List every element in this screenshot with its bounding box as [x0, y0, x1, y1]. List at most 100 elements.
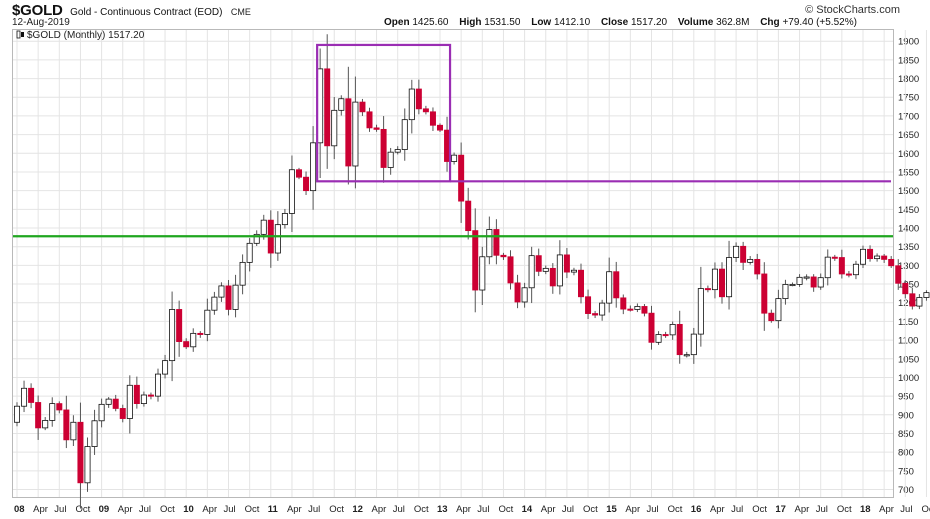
candle: [288, 169, 295, 214]
candle: [451, 154, 458, 162]
x-month-label: Apr: [287, 504, 302, 515]
x-year-label: 09: [99, 504, 110, 515]
legend-text: $GOLD (Monthly) 1517.20: [27, 30, 145, 41]
x-month-label: Apr: [795, 504, 810, 515]
x-month-label: Oct: [921, 504, 930, 515]
y-tick-label: 1250: [898, 280, 919, 291]
candle: [521, 287, 528, 303]
candle: [507, 256, 514, 284]
x-year-label: 10: [183, 504, 194, 515]
candle: [126, 384, 133, 419]
candle: [641, 306, 648, 314]
candle: [613, 271, 620, 299]
y-tick-label: 1850: [898, 55, 919, 66]
open-label: Open: [384, 17, 410, 28]
candle: [42, 420, 49, 429]
candle: [754, 258, 761, 275]
candle: [190, 332, 197, 348]
candle: [338, 98, 345, 111]
x-month-label: Oct: [329, 504, 344, 515]
candle: [514, 282, 521, 303]
x-month-label: Oct: [837, 504, 852, 515]
x-month-label: Jul: [731, 504, 743, 515]
x-month-label: Oct: [245, 504, 260, 515]
candle: [719, 268, 726, 298]
candle: [436, 124, 443, 131]
candle: [909, 293, 916, 307]
candle: [662, 334, 669, 337]
x-month-label: Jul: [393, 504, 405, 515]
x-month-label: Jul: [900, 504, 912, 515]
candle: [493, 229, 500, 256]
candle: [415, 88, 422, 110]
x-year-label: 08: [14, 504, 25, 515]
candle: [578, 269, 585, 298]
x-month-label: Apr: [456, 504, 471, 515]
candle: [169, 309, 176, 362]
candle: [902, 282, 909, 295]
candle: [500, 254, 507, 258]
candle: [711, 268, 718, 291]
candle: [528, 255, 535, 289]
candle: [112, 398, 119, 409]
candle: [867, 248, 874, 260]
candlestick-legend-icon: [16, 30, 25, 39]
candle: [303, 176, 310, 192]
candle: [183, 341, 190, 348]
candle: [225, 285, 232, 310]
high-label: High: [459, 17, 482, 28]
candle: [655, 334, 662, 343]
y-tick-label: 1900: [898, 37, 919, 48]
candle: [676, 323, 683, 356]
y-tick-label: 1600: [898, 149, 919, 160]
x-month-label: Jul: [816, 504, 828, 515]
candle: [239, 261, 246, 286]
candle: [373, 127, 380, 130]
y-tick-label: 1050: [898, 354, 919, 365]
x-month-label: Jul: [308, 504, 320, 515]
y-tick-label: 900: [898, 410, 914, 421]
x-month-label: Apr: [625, 504, 640, 515]
chart-header: $GOLD Gold - Continuous Contract (EOD) C…: [12, 2, 251, 19]
chart-date: 12-Aug-2019: [12, 17, 70, 28]
candle: [246, 242, 253, 263]
candle: [295, 169, 302, 178]
y-tick-label: 1750: [898, 93, 919, 104]
candle: [486, 229, 493, 258]
y-tick-label: 1200: [898, 298, 919, 309]
x-year-label: 17: [775, 504, 786, 515]
brand-link[interactable]: © StockCharts.com: [805, 4, 900, 16]
candle: [253, 233, 260, 244]
candle: [690, 333, 697, 356]
high-value: 1531.50: [484, 17, 521, 28]
candle: [683, 354, 690, 357]
candle: [98, 403, 105, 422]
candle: [479, 256, 486, 291]
x-year-label: 16: [691, 504, 702, 515]
candle: [394, 149, 401, 153]
candle: [535, 255, 542, 272]
volume-label: Volume: [677, 17, 714, 28]
x-month-label: Oct: [498, 504, 513, 515]
candle: [845, 273, 852, 276]
exchange: CME: [230, 7, 251, 17]
candle: [49, 403, 56, 421]
candle: [331, 109, 338, 147]
candle: [627, 308, 634, 311]
candle: [401, 119, 408, 150]
candle: [542, 267, 549, 272]
y-tick-label: 1800: [898, 74, 919, 85]
candle: [775, 298, 782, 322]
candle: [154, 373, 161, 397]
candle: [585, 296, 592, 314]
candle: [105, 398, 112, 405]
candle: [549, 267, 556, 287]
candle: [888, 258, 895, 267]
highlight-box: [316, 43, 452, 183]
y-tick-label: 950: [898, 392, 914, 403]
candle: [817, 277, 824, 288]
candle: [563, 254, 570, 273]
x-month-label: Jul: [562, 504, 574, 515]
x-year-label: 18: [860, 504, 871, 515]
